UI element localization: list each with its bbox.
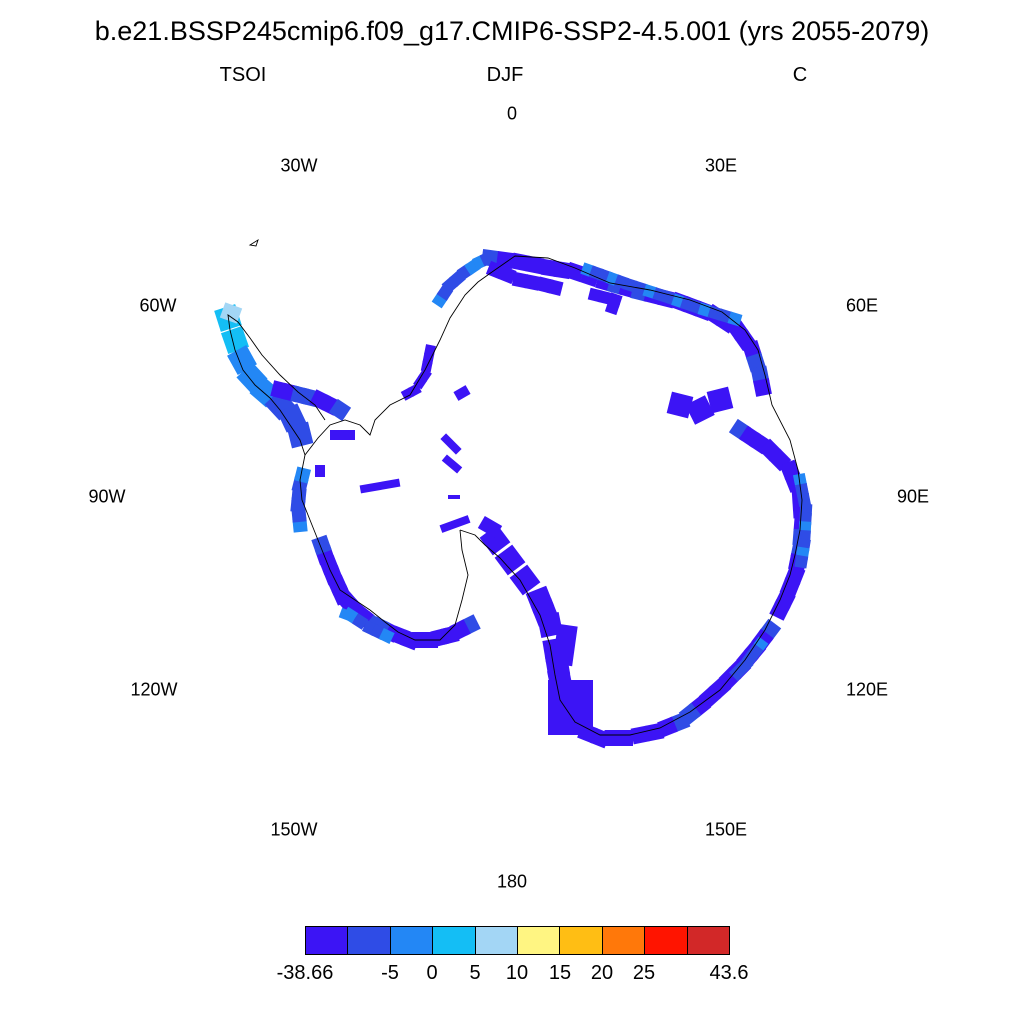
grid-cell — [351, 613, 369, 630]
lon-label-120e: 120E — [845, 679, 889, 700]
grid-cell — [727, 311, 743, 327]
units-label: C — [792, 64, 808, 86]
grid-cell — [794, 482, 810, 498]
grid-cell — [546, 279, 564, 296]
coastline-peninsula — [227, 314, 326, 456]
colorbar-label: 15 — [548, 962, 572, 984]
grid-cell — [294, 466, 311, 484]
grid-cell — [617, 730, 633, 746]
grid-cell — [338, 607, 356, 623]
grid-cell — [537, 612, 563, 638]
colorbar-label: 5 — [469, 962, 481, 984]
grid-cell — [666, 391, 694, 419]
grid-cell — [645, 722, 665, 742]
grid-cell — [330, 430, 355, 440]
grid-cell — [439, 515, 471, 533]
grid-cell — [311, 534, 332, 556]
grid-cell — [498, 265, 517, 285]
grid-cell — [604, 299, 621, 316]
lon-label-90w: 90W — [88, 486, 126, 507]
grid-cell — [494, 544, 526, 576]
lon-label-30w: 30W — [280, 155, 318, 176]
lon-label-0: 0 — [506, 103, 518, 124]
colorbar-box — [601, 926, 646, 955]
colorbar-label: 20 — [590, 962, 614, 984]
colorbar-label: 10 — [505, 962, 529, 984]
lon-label-60e: 60E — [845, 295, 879, 316]
grid-cell — [509, 564, 541, 596]
grid-cell — [564, 261, 586, 283]
colorbar-label: -5 — [381, 962, 399, 984]
grid-cell — [630, 725, 650, 745]
colorbar-box — [559, 926, 603, 955]
colorbar-box — [389, 926, 434, 955]
grid-cell — [422, 352, 435, 365]
colorbar-box — [517, 926, 561, 955]
grid-cell — [525, 255, 545, 275]
lon-label-150e: 150E — [704, 819, 748, 840]
grid-cell — [477, 515, 503, 539]
grid-cell — [359, 478, 401, 494]
grid-cell — [220, 325, 250, 355]
lon-label-60w: 60W — [139, 295, 177, 316]
grid-cell — [448, 495, 460, 499]
grid-cell — [685, 395, 715, 425]
grid-cell — [328, 398, 352, 422]
grid-cell — [796, 492, 812, 508]
grid-cell — [424, 344, 436, 356]
colorbar-label: 0 — [426, 962, 438, 984]
colorbar-box — [474, 926, 518, 955]
colorbar-box — [347, 926, 391, 955]
grid-cell — [496, 251, 514, 269]
coastline-east — [459, 255, 803, 736]
coastline-west — [299, 271, 493, 641]
grid-cell — [552, 623, 578, 667]
colorbar-box — [686, 926, 730, 955]
grid-cell — [511, 271, 529, 289]
coastline — [227, 238, 803, 736]
grid-cell — [219, 302, 243, 324]
grid-cell — [769, 599, 791, 621]
grid-cell — [286, 421, 314, 449]
colorbar-label: -38.66 — [276, 962, 334, 984]
grid-cell — [729, 664, 746, 681]
grid-cell — [440, 433, 462, 455]
grid-cell — [524, 274, 541, 291]
grid-cell — [510, 252, 530, 272]
colorbar-label: 25 — [632, 962, 656, 984]
lon-label-90e: 90E — [896, 486, 930, 507]
variable-label: TSOI — [219, 64, 267, 86]
lon-label-180: 180 — [496, 871, 528, 892]
grid-cell — [453, 385, 471, 401]
grid-cell — [794, 554, 809, 569]
colorbar-box — [305, 926, 349, 955]
colorbar-box — [432, 926, 476, 955]
grid-cell — [315, 465, 325, 477]
plot-title: b.e21.BSSP245cmip6.f09_g17.CMIP6-SSP2-4.… — [94, 16, 930, 46]
season-label: DJF — [486, 64, 524, 86]
grid-cell — [548, 680, 593, 735]
grid-cell — [378, 627, 395, 645]
colorbar-box — [644, 926, 688, 955]
grid-cell — [441, 454, 463, 474]
colorbar-label: 43.6 — [709, 962, 749, 984]
soil-temperature-field — [214, 249, 813, 749]
lon-label-120w: 120W — [130, 679, 178, 700]
coastline-island — [248, 238, 259, 247]
lon-label-30e: 30E — [704, 155, 738, 176]
grid-cell — [400, 387, 415, 401]
lon-label-150w: 150W — [270, 819, 318, 840]
grid-cell — [792, 472, 808, 488]
grid-cell — [706, 386, 734, 414]
